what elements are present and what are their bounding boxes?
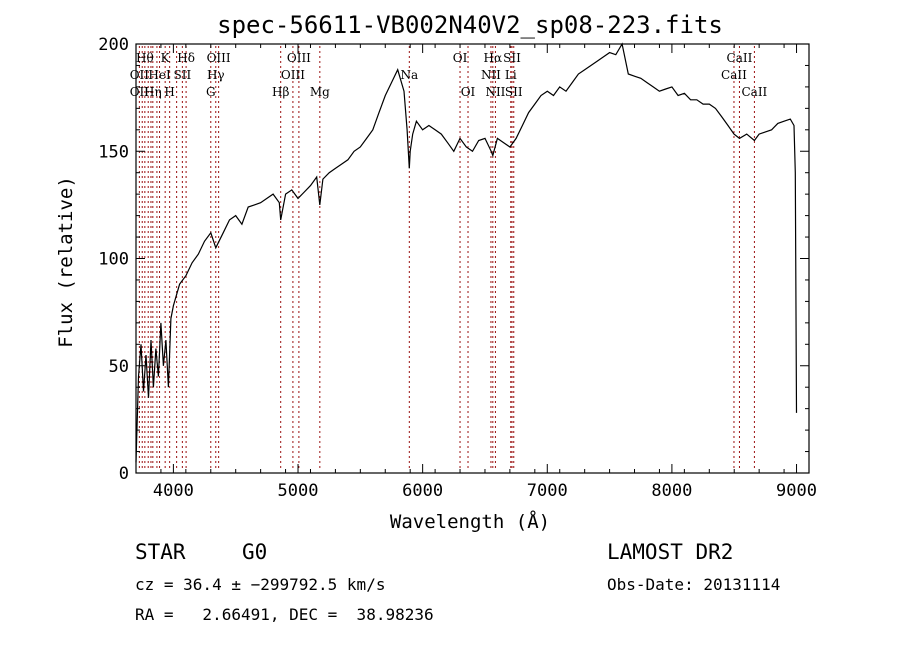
y-tick-label: 0 [119, 464, 129, 484]
line-label: CaII [741, 85, 767, 99]
x-tick-label: 8000 [651, 481, 692, 501]
line-label: OIII [281, 68, 305, 82]
line-label: K [161, 51, 171, 65]
x-axis-label: Wavelength (Å) [390, 510, 550, 533]
x-tick-label: 9000 [776, 481, 817, 501]
line-label: OII [130, 85, 150, 99]
spectrum-line [135, 42, 798, 463]
line-label: OI [453, 51, 468, 65]
redshift-text: cz = 36.4 ± −299792.5 km/s [135, 575, 386, 594]
y-tick-label: 100 [98, 250, 129, 270]
x-tick-label: 7000 [527, 481, 568, 501]
line-label: Hθ [136, 51, 154, 65]
x-tick-label: 4000 [153, 481, 194, 501]
plot-frame [135, 43, 810, 474]
line-label: Hδ [177, 51, 195, 65]
line-label: OIII [287, 51, 311, 65]
y-tick-label: 150 [98, 142, 129, 162]
coordinates-text: RA = 2.66491, DEC = 38.98236 [135, 605, 434, 624]
line-label: Hγ [207, 68, 225, 82]
line-label: Li [505, 68, 517, 82]
line-label: HeI [148, 68, 171, 82]
obs-date: Obs-Date: 20131114 [607, 575, 781, 594]
star-subclass: G0 [242, 540, 268, 564]
line-label: CaII [721, 68, 747, 82]
line-label: H [164, 85, 174, 99]
line-label: Hβ [272, 85, 289, 99]
line-label: SII [174, 68, 192, 82]
line-label: CaII [727, 51, 753, 65]
line-label: Hα [484, 51, 503, 65]
line-label: Hη [144, 85, 162, 99]
line-markers [138, 46, 755, 471]
line-label: SII [503, 51, 521, 65]
line-label: OI [461, 85, 476, 99]
line-label: Na [400, 68, 418, 82]
line-label: OII [130, 68, 150, 82]
line-label: OIII [207, 51, 231, 65]
y-tick-label: 50 [109, 357, 129, 377]
line-label: NII [481, 68, 501, 82]
star-class: STAR [135, 540, 186, 564]
chart-title: spec-56611-VB002N40V2_sp08-223.fits [217, 11, 723, 39]
line-label: Mg [310, 85, 330, 99]
survey-name: LAMOST DR2 [607, 540, 734, 564]
x-tick-label: 6000 [402, 481, 443, 501]
spectrum-plot: spec-56611-VB002N40V2_sp08-223.fits Wave… [55, 11, 817, 533]
line-label: G [206, 85, 216, 99]
y-axis-label: Flux (relative) [55, 176, 77, 348]
y-tick-label: 200 [98, 35, 129, 55]
x-tick-label: 5000 [278, 481, 319, 501]
line-label: SII [505, 85, 523, 99]
line-label: NII [485, 85, 505, 99]
axes: 4000 5000 6000 7000 8000 9000 0 50 100 150 200 [98, 35, 817, 501]
